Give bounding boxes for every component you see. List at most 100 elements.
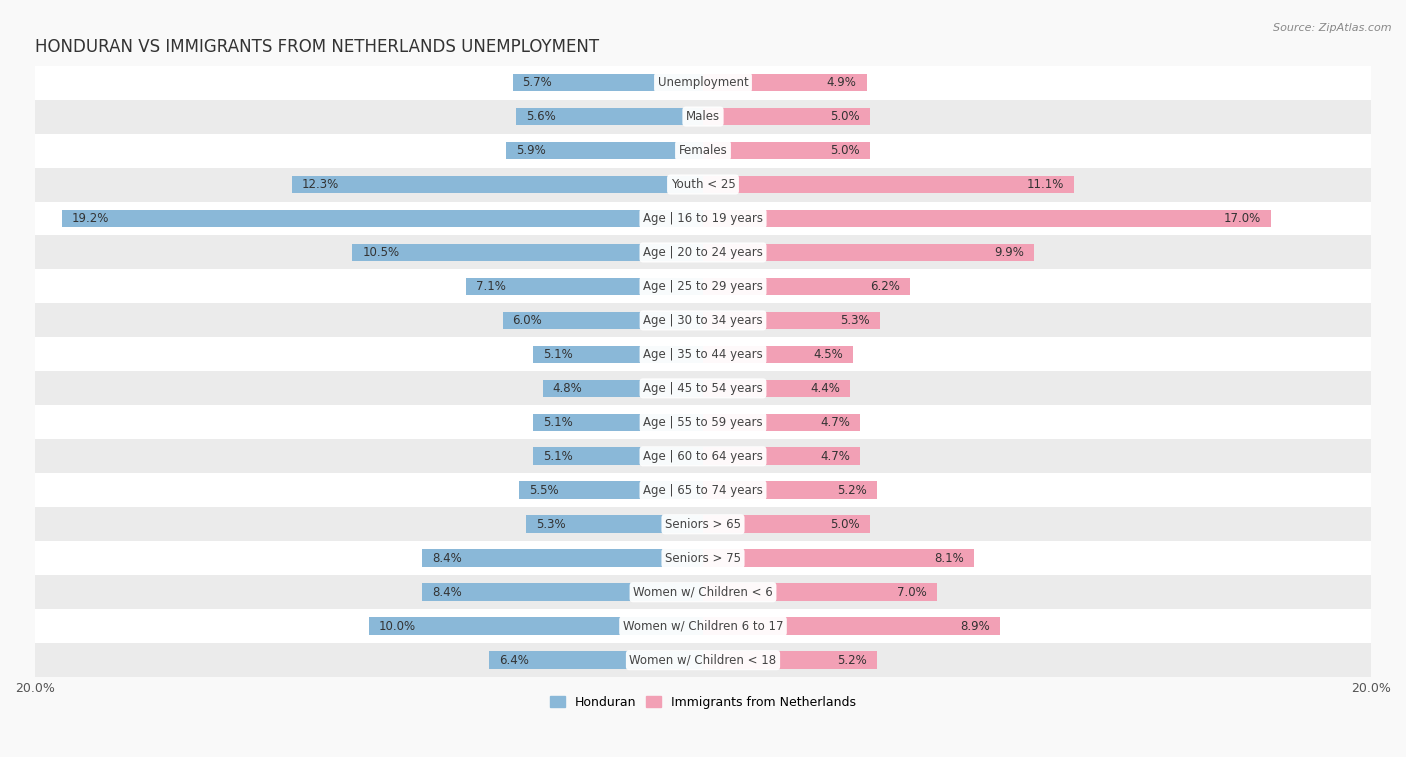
Text: Age | 16 to 19 years: Age | 16 to 19 years [643,212,763,225]
Text: 12.3%: 12.3% [302,178,339,191]
Text: 5.2%: 5.2% [837,654,866,667]
Bar [502,312,703,329]
Bar [703,142,870,160]
Bar [35,235,1371,269]
Bar [703,618,1000,635]
Text: 4.7%: 4.7% [820,450,851,463]
Bar [465,278,703,295]
Bar [35,541,1371,575]
Text: 4.4%: 4.4% [810,382,839,395]
Bar [703,176,1074,193]
Bar [35,133,1371,167]
Text: Males: Males [686,110,720,123]
Bar [703,516,870,533]
Legend: Honduran, Immigrants from Netherlands: Honduran, Immigrants from Netherlands [544,690,862,714]
Text: 8.9%: 8.9% [960,620,990,633]
Text: Females: Females [679,144,727,157]
Text: 6.2%: 6.2% [870,280,900,293]
Text: Age | 35 to 44 years: Age | 35 to 44 years [643,348,763,361]
Bar [703,651,877,669]
Text: 8.1%: 8.1% [934,552,963,565]
Bar [703,550,973,567]
Bar [422,550,703,567]
Bar [703,379,851,397]
Text: 8.4%: 8.4% [433,586,463,599]
Text: 17.0%: 17.0% [1223,212,1261,225]
Bar [35,473,1371,507]
Text: Youth < 25: Youth < 25 [671,178,735,191]
Bar [703,73,866,92]
Text: 5.2%: 5.2% [837,484,866,497]
Text: 7.1%: 7.1% [475,280,506,293]
Bar [35,575,1371,609]
Text: HONDURAN VS IMMIGRANTS FROM NETHERLANDS UNEMPLOYMENT: HONDURAN VS IMMIGRANTS FROM NETHERLANDS … [35,38,599,56]
Text: 5.1%: 5.1% [543,450,572,463]
Text: Source: ZipAtlas.com: Source: ZipAtlas.com [1274,23,1392,33]
Bar [353,244,703,261]
Text: 4.7%: 4.7% [820,416,851,429]
Bar [703,481,877,499]
Bar [703,312,880,329]
Text: 6.0%: 6.0% [513,314,543,327]
Text: 5.1%: 5.1% [543,416,572,429]
Bar [368,618,703,635]
Bar [62,210,703,227]
Text: 6.4%: 6.4% [499,654,529,667]
Text: 5.1%: 5.1% [543,348,572,361]
Text: 8.4%: 8.4% [433,552,463,565]
Text: Women w/ Children 6 to 17: Women w/ Children 6 to 17 [623,620,783,633]
Bar [703,413,860,431]
Text: Age | 55 to 59 years: Age | 55 to 59 years [643,416,763,429]
Bar [35,100,1371,133]
Text: 5.5%: 5.5% [529,484,560,497]
Bar [703,107,870,126]
Bar [703,278,910,295]
Text: Age | 20 to 24 years: Age | 20 to 24 years [643,246,763,259]
Bar [422,584,703,601]
Bar [35,338,1371,372]
Bar [703,345,853,363]
Bar [703,244,1033,261]
Bar [35,405,1371,439]
Text: 19.2%: 19.2% [72,212,110,225]
Bar [526,516,703,533]
Text: 10.0%: 10.0% [380,620,416,633]
Text: 5.0%: 5.0% [831,144,860,157]
Text: 9.9%: 9.9% [994,246,1024,259]
Bar [513,73,703,92]
Bar [35,201,1371,235]
Bar [489,651,703,669]
Text: Seniors > 75: Seniors > 75 [665,552,741,565]
Text: 5.3%: 5.3% [841,314,870,327]
Bar [35,269,1371,304]
Bar [533,345,703,363]
Text: 4.5%: 4.5% [814,348,844,361]
Bar [35,304,1371,338]
Text: Age | 25 to 29 years: Age | 25 to 29 years [643,280,763,293]
Bar [35,609,1371,643]
Text: 10.5%: 10.5% [363,246,399,259]
Text: 7.0%: 7.0% [897,586,927,599]
Bar [35,439,1371,473]
Bar [703,210,1271,227]
Bar [35,66,1371,100]
Text: 5.0%: 5.0% [831,518,860,531]
Bar [35,372,1371,405]
Bar [703,584,936,601]
Text: Seniors > 65: Seniors > 65 [665,518,741,531]
Text: Age | 45 to 54 years: Age | 45 to 54 years [643,382,763,395]
Bar [35,643,1371,678]
Text: 5.3%: 5.3% [536,518,565,531]
Bar [533,413,703,431]
Text: 5.6%: 5.6% [526,110,555,123]
Text: 4.9%: 4.9% [827,76,856,89]
Bar [533,447,703,465]
Bar [292,176,703,193]
Text: Unemployment: Unemployment [658,76,748,89]
Bar [35,507,1371,541]
Text: Women w/ Children < 6: Women w/ Children < 6 [633,586,773,599]
Text: Age | 30 to 34 years: Age | 30 to 34 years [643,314,763,327]
Bar [516,107,703,126]
Text: 5.7%: 5.7% [523,76,553,89]
Text: 5.9%: 5.9% [516,144,546,157]
